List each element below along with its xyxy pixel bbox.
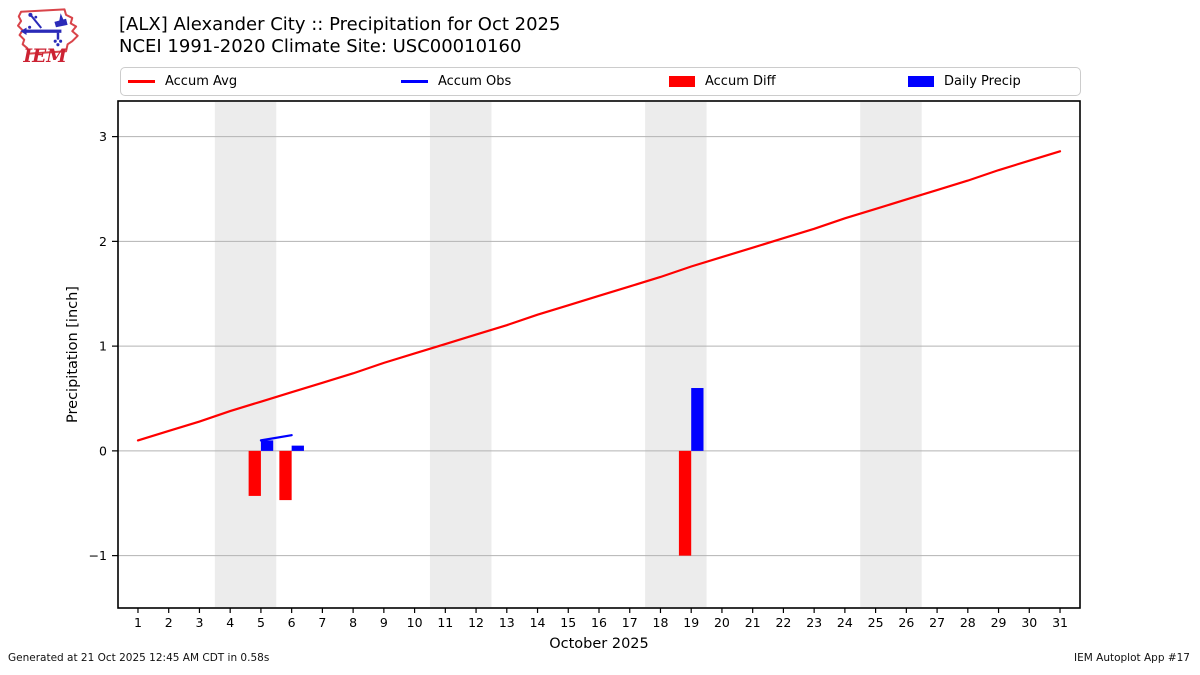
weekend-band xyxy=(214,102,277,607)
accum-diff-bar-swatch-icon xyxy=(669,76,695,87)
weekend-band xyxy=(860,102,922,607)
y-tick-label: 1 xyxy=(99,339,107,354)
accum-obs-line-swatch-icon xyxy=(401,80,428,83)
daily-precip-bar-swatch-icon xyxy=(908,76,934,87)
x-tick-label: 24 xyxy=(837,615,853,630)
daily-precip-bar xyxy=(291,445,304,451)
x-tick-label: 18 xyxy=(653,615,669,630)
weather-station-icon xyxy=(20,12,68,47)
x-tick-label: 28 xyxy=(960,615,976,630)
legend-item-accum-avg: Accum Avg xyxy=(128,68,237,95)
x-tick-label: 26 xyxy=(898,615,914,630)
x-tick-label: 16 xyxy=(591,615,607,630)
weekend-band xyxy=(645,102,707,607)
x-tick-label: 2 xyxy=(165,615,173,630)
accum-diff-bar xyxy=(678,450,692,556)
accum-diff-bar xyxy=(248,450,261,496)
x-tick-label: 4 xyxy=(226,615,234,630)
weekend-band xyxy=(429,102,492,607)
accum-avg-line-swatch-icon xyxy=(128,80,155,83)
x-tick-label: 9 xyxy=(380,615,388,630)
chart-subtitle: NCEI 1991-2020 Climate Site: USC00010160 xyxy=(119,35,522,57)
x-tick-label: 11 xyxy=(437,615,453,630)
accum-obs-line xyxy=(259,434,293,442)
x-tick-label: 6 xyxy=(288,615,296,630)
x-axis-label: October 2025 xyxy=(549,636,649,652)
y-tick-label: 3 xyxy=(99,129,107,144)
x-tick-label: 7 xyxy=(318,615,326,630)
x-tick-label: 20 xyxy=(714,615,730,630)
y-tick-label: 0 xyxy=(99,443,107,458)
app-credit: IEM Autoplot App #17 xyxy=(1074,652,1190,664)
accum-diff-bar xyxy=(279,450,292,501)
x-tick-label: 30 xyxy=(1021,615,1037,630)
x-tick-label: 25 xyxy=(868,615,884,630)
chart-legend: Accum Avg Accum Obs Accum Diff Daily Pre… xyxy=(120,67,1081,96)
y-tick-label: −1 xyxy=(89,548,107,563)
generated-timestamp: Generated at 21 Oct 2025 12:45 AM CDT in… xyxy=(8,652,270,664)
x-tick-label: 21 xyxy=(745,615,761,630)
x-tick-label: 1 xyxy=(134,615,142,630)
x-tick-label: 17 xyxy=(622,615,638,630)
x-tick-label: 13 xyxy=(499,615,515,630)
x-tick-label: 31 xyxy=(1052,615,1068,630)
legend-item-accum-obs: Accum Obs xyxy=(401,68,511,95)
x-tick-label: 15 xyxy=(560,615,576,630)
x-tick-label: 22 xyxy=(775,615,791,630)
iem-logo: IEM xyxy=(16,8,79,66)
x-tick-label: 14 xyxy=(530,615,546,630)
legend-label: Accum Diff xyxy=(705,74,776,89)
x-tick-label: 12 xyxy=(468,615,484,630)
y-tick-label: 2 xyxy=(99,234,107,249)
x-tick-label: 27 xyxy=(929,615,945,630)
y-axis-label: Precipitation [inch] xyxy=(65,286,81,423)
x-tick-label: 8 xyxy=(349,615,357,630)
x-tick-label: 5 xyxy=(257,615,265,630)
daily-precip-bar xyxy=(691,388,704,451)
accum-avg-line xyxy=(136,150,1062,442)
logo-text: IEM xyxy=(22,46,68,66)
x-tick-label: 29 xyxy=(991,615,1007,630)
daily-precip-bar xyxy=(260,440,274,451)
x-tick-label: 10 xyxy=(407,615,423,630)
x-tick-label: 23 xyxy=(806,615,822,630)
legend-item-daily-precip: Daily Precip xyxy=(908,68,1021,95)
legend-item-accum-diff: Accum Diff xyxy=(669,68,776,95)
x-tick-label: 19 xyxy=(683,615,699,630)
chart-title-block: [ALX] Alexander City :: Precipitation fo… xyxy=(119,14,560,57)
x-tick-label: 3 xyxy=(195,615,203,630)
legend-label: Daily Precip xyxy=(944,74,1021,89)
chart-title: [ALX] Alexander City :: Precipitation fo… xyxy=(119,14,561,35)
legend-label: Accum Avg xyxy=(165,74,238,89)
legend-label: Accum Obs xyxy=(438,74,512,89)
